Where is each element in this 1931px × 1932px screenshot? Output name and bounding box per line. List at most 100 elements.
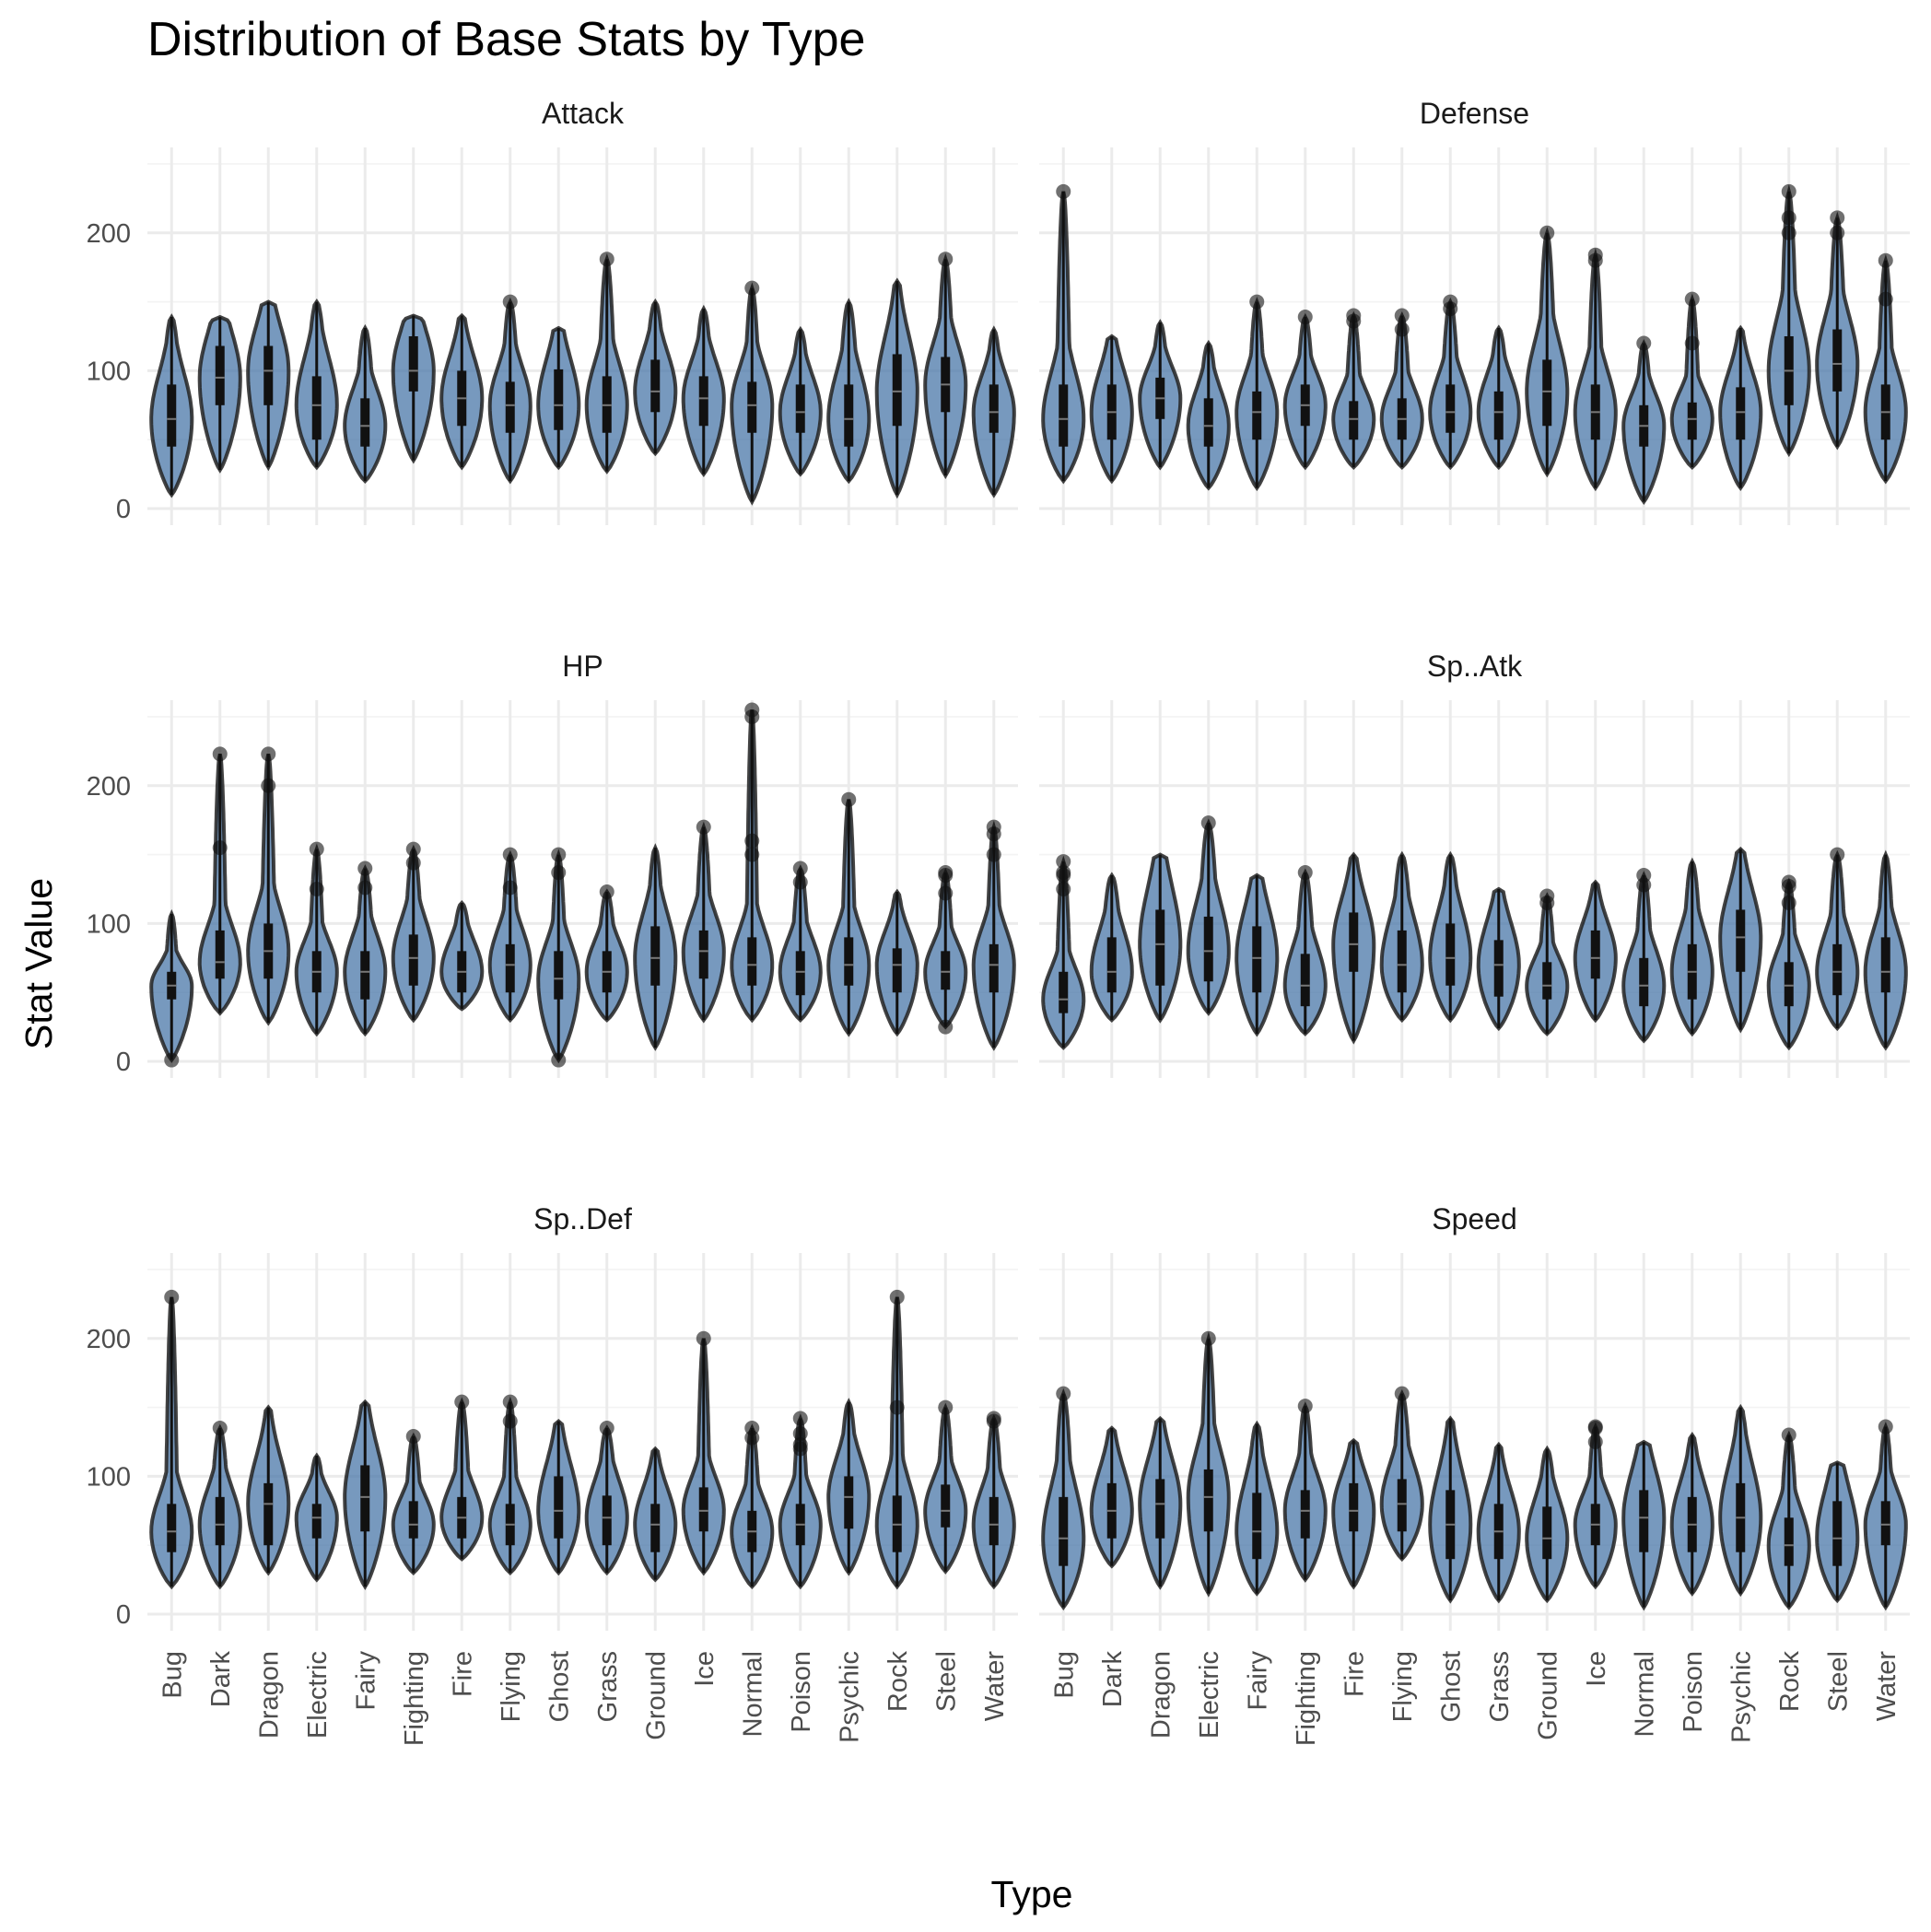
outlier-point (841, 791, 857, 807)
outlier-point (1297, 1399, 1313, 1414)
outlier-point (696, 819, 711, 835)
outlier-point (889, 1399, 905, 1415)
outlier-point (1539, 225, 1555, 240)
outlier-point (1781, 1427, 1796, 1443)
outlier-point (1297, 310, 1313, 325)
boxplot-box (1106, 937, 1117, 993)
x-tick-label: Dragon (254, 1651, 284, 1739)
x-tick-label: Fire (448, 1651, 477, 1697)
boxplot-box (1880, 937, 1890, 993)
outlier-point (938, 252, 954, 267)
y-tick-label: 0 (116, 1048, 131, 1077)
outlier-point (212, 1421, 228, 1436)
boxplot-box (1349, 1482, 1359, 1532)
outlier-point (551, 1052, 567, 1068)
x-axis-title: Type (991, 1873, 1073, 1915)
outlier-point (1443, 301, 1458, 317)
boxplot-box (795, 951, 805, 996)
facet-panel: Attack 0 100 200 (87, 97, 1018, 525)
outlier-point (744, 847, 760, 862)
boxplot-box (408, 336, 418, 392)
x-tick-label: Fighting (1292, 1651, 1321, 1746)
x-tick-label: Ground (1533, 1651, 1562, 1740)
boxplot-box (1252, 391, 1262, 440)
outlier-point (938, 1019, 954, 1035)
outlier-point (405, 841, 421, 857)
boxplot-box (989, 384, 999, 433)
boxplot-box (311, 1504, 322, 1539)
boxplot-box (1300, 1490, 1310, 1539)
outlier-point (357, 880, 373, 896)
boxplot-box (1880, 1501, 1890, 1546)
outlier-point (744, 833, 760, 849)
outlier-point (1587, 252, 1603, 268)
outlier-point (1684, 335, 1700, 351)
boxplot-box (650, 1504, 661, 1552)
facet-panel: Sp..Def 0 100 200 Bug Dark Dragon Electric Fairy… (87, 1202, 1018, 1746)
outlier-point (1346, 313, 1362, 329)
outlier-point (502, 847, 518, 862)
outlier-point (1249, 294, 1265, 310)
outlier-point (1878, 252, 1893, 268)
outlier-point (1830, 210, 1845, 226)
facet-strip-label: Sp..Def (533, 1202, 632, 1235)
x-tick-label: Fairy (351, 1651, 380, 1711)
outlier-point (744, 708, 760, 724)
boxplot-box (1542, 1506, 1552, 1560)
boxplot-box (1687, 402, 1697, 440)
boxplot-box (1784, 962, 1794, 1007)
outlier-point (1056, 183, 1071, 199)
outlier-point (164, 1289, 180, 1305)
outlier-point (1394, 308, 1410, 323)
boxplot-box (698, 930, 708, 979)
outlier-point (212, 746, 228, 762)
outlier-point (1878, 1419, 1893, 1434)
outlier-point (1781, 895, 1796, 910)
boxplot-box (602, 1495, 612, 1546)
x-tick-label: Water (980, 1651, 1010, 1722)
boxplot-box (747, 381, 757, 433)
boxplot-box (795, 384, 805, 433)
x-tick-label: Dragon (1146, 1651, 1176, 1739)
outlier-point (938, 1399, 954, 1415)
x-tick-label: Grass (593, 1651, 623, 1722)
boxplot-box (650, 926, 661, 986)
facet-strip-label: Sp..Atk (1427, 650, 1523, 683)
boxplot-box (1203, 398, 1213, 447)
boxplot-box (311, 376, 322, 440)
outlier-point (1394, 322, 1410, 337)
boxplot-box (263, 345, 274, 405)
outlier-point (551, 865, 567, 881)
outlier-point (357, 861, 373, 876)
boxplot-box (554, 1476, 564, 1539)
outlier-point (792, 861, 808, 876)
boxplot-box (941, 1484, 951, 1528)
x-tick-label: Fighting (400, 1651, 429, 1746)
outlier-point (889, 1289, 905, 1305)
x-tick-label: Water (1872, 1651, 1902, 1722)
boxplot-box (1832, 943, 1843, 996)
boxplot-box (1349, 401, 1359, 440)
boxplot-box (408, 1501, 418, 1539)
outlier-point (792, 1411, 808, 1426)
x-tick-label: Dark (1098, 1651, 1128, 1708)
outlier-point (599, 252, 614, 267)
outlier-point (454, 1394, 470, 1410)
outlier-point (1587, 1421, 1603, 1436)
x-tick-label: Grass (1485, 1651, 1515, 1722)
boxplot-box (1832, 1501, 1843, 1566)
boxplot-box (1397, 930, 1407, 993)
facet-panel: Defense (1039, 97, 1910, 525)
y-tick-label: 0 (116, 1600, 131, 1630)
x-tick-label: Rock (884, 1651, 913, 1713)
outlier-point (599, 884, 614, 899)
boxplot-box (1736, 387, 1746, 440)
boxplot-box (1639, 1490, 1649, 1552)
boxplot-box (1639, 957, 1649, 1007)
x-tick-label: Bug (158, 1651, 187, 1699)
outlier-point (1830, 225, 1845, 240)
boxplot-box (1300, 954, 1310, 1007)
boxplot-box (1542, 359, 1552, 427)
y-tick-label: 100 (87, 909, 131, 939)
